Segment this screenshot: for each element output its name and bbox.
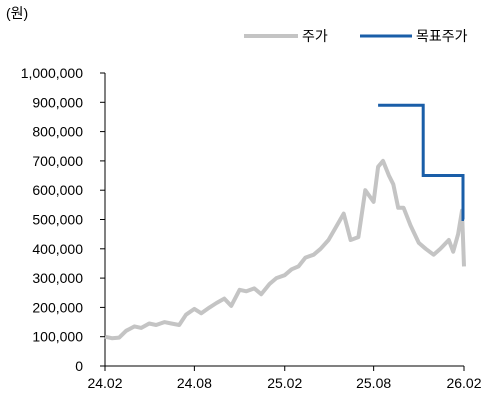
x-tick-label: 26.02 — [446, 375, 481, 391]
x-tick-label: 24.08 — [177, 375, 212, 391]
target-price-series-line — [378, 103, 465, 221]
y-tick-label: 800,000 — [32, 124, 83, 140]
y-tick-label: 100,000 — [32, 329, 83, 345]
x-axis: 24.02 24.08 25.02 25.08 26.02 — [87, 365, 482, 391]
series-layer — [104, 103, 466, 341]
unit-label: (원) — [6, 5, 28, 21]
y-tick-label: 400,000 — [32, 241, 83, 257]
x-tick-label: 25.02 — [267, 375, 302, 391]
x-tick-label: 24.02 — [87, 375, 122, 391]
y-tick-label: 0 — [75, 358, 83, 374]
price-series-line — [104, 158, 466, 341]
legend-label-price: 주가 — [302, 29, 328, 45]
y-tick-label: 500,000 — [32, 212, 83, 228]
x-tick-label: 25.08 — [356, 375, 391, 391]
y-tick-label: 300,000 — [32, 270, 83, 286]
y-tick-label: 600,000 — [32, 182, 83, 198]
y-axis: 1,000,000 900,000 800,000 700,000 600,000 500… — [21, 65, 106, 374]
y-tick-label: 900,000 — [32, 94, 83, 110]
legend: 주가 목표주가 — [244, 29, 468, 45]
y-tick-label: 700,000 — [32, 153, 83, 169]
y-tick-label: 1,000,000 — [21, 65, 83, 81]
legend-label-target-price: 목표주가 — [416, 29, 468, 45]
y-tick-label: 200,000 — [32, 299, 83, 315]
